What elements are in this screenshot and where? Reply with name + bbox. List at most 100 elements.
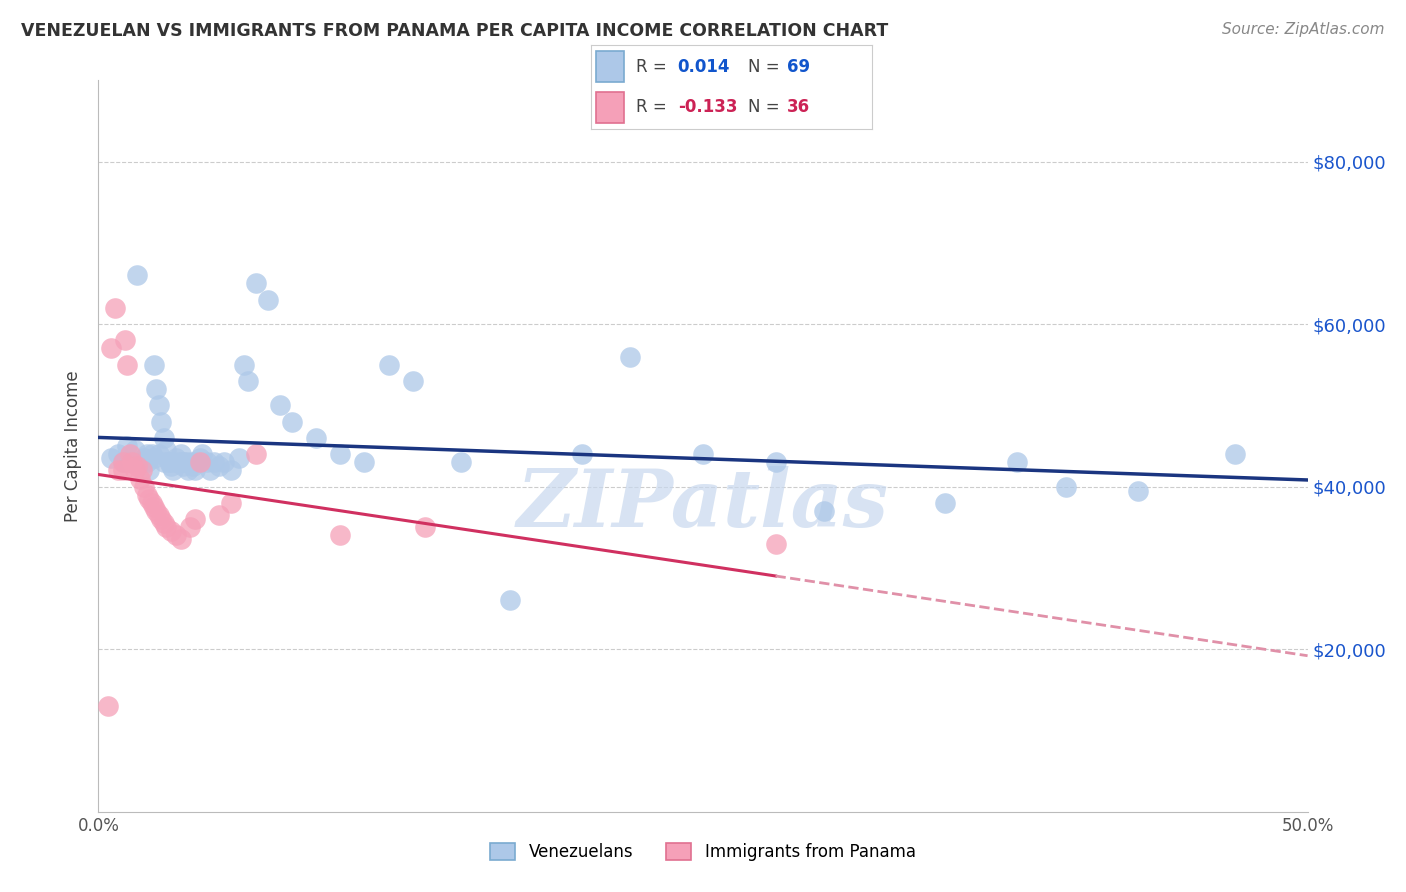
Point [329,528,352,542]
Point [131,455,153,469]
Point [692,447,714,461]
Point [221,496,243,510]
Point [174,455,197,469]
Point [121,455,143,469]
Point [353,455,375,469]
Point [160,455,183,469]
Point [169,447,191,461]
Point [188,455,211,469]
Point [208,508,231,522]
Point [269,398,291,412]
Text: R =: R = [636,58,666,76]
Point [232,358,254,372]
Point [238,374,260,388]
Point [204,455,226,469]
Point [118,447,141,461]
Point [150,512,173,526]
Point [208,459,231,474]
Point [245,277,267,291]
Point [148,398,170,412]
Point [1128,483,1150,498]
Bar [596,52,624,82]
Point [172,459,194,474]
Point [571,447,593,461]
Point [184,512,207,526]
Point [619,350,641,364]
Point [1007,455,1029,469]
Point [167,455,190,469]
Point [765,536,787,550]
Point [107,447,129,461]
Point [111,455,134,469]
Point [245,447,267,461]
Point [143,500,166,514]
Point [97,699,120,714]
Point [305,431,328,445]
Point [281,415,304,429]
Point [145,382,167,396]
Point [160,459,183,474]
Point [152,516,174,531]
Point [172,455,194,469]
Point [134,451,156,466]
Point [179,455,201,469]
Point [117,439,139,453]
Point [148,508,170,522]
Point [134,480,156,494]
Point [141,496,163,510]
Text: ZIPatlas: ZIPatlas [517,466,889,543]
Point [150,415,173,429]
Point [256,293,278,307]
Text: -0.133: -0.133 [678,98,737,116]
Point [117,358,139,372]
Point [765,455,787,469]
Bar [596,92,624,122]
Point [148,447,170,461]
Point [138,491,160,506]
Point [118,455,141,469]
Point [135,488,157,502]
Point [177,463,200,477]
Point [1054,480,1077,494]
Point [184,463,207,477]
Point [221,463,243,477]
Point [100,342,122,356]
Point [155,443,177,458]
Point [111,455,134,469]
Point [498,593,520,607]
Point [188,451,211,466]
Point [124,443,146,458]
Point [124,463,146,477]
Point [212,455,235,469]
Point [135,455,157,469]
Point [413,520,436,534]
Point [128,471,150,485]
Point [100,451,122,466]
Point [191,447,214,461]
Point [179,520,201,534]
Point [184,455,207,469]
Point [111,463,134,477]
Text: VENEZUELAN VS IMMIGRANTS FROM PANAMA PER CAPITA INCOME CORRELATION CHART: VENEZUELAN VS IMMIGRANTS FROM PANAMA PER… [21,22,889,40]
Point [104,301,127,315]
Point [152,455,174,469]
Point [165,528,187,542]
Point [181,459,204,474]
Point [198,463,221,477]
Text: N =: N = [748,98,779,116]
Point [813,504,835,518]
Point [1223,447,1246,461]
Point [160,524,183,539]
Point [402,374,425,388]
Point [143,451,166,466]
Point [145,504,167,518]
Point [195,455,218,469]
Point [127,268,149,283]
Point [329,447,352,461]
Point [138,463,160,477]
Point [107,463,129,477]
Point [141,447,163,461]
Text: R =: R = [636,98,666,116]
Point [228,451,250,466]
Point [143,358,166,372]
